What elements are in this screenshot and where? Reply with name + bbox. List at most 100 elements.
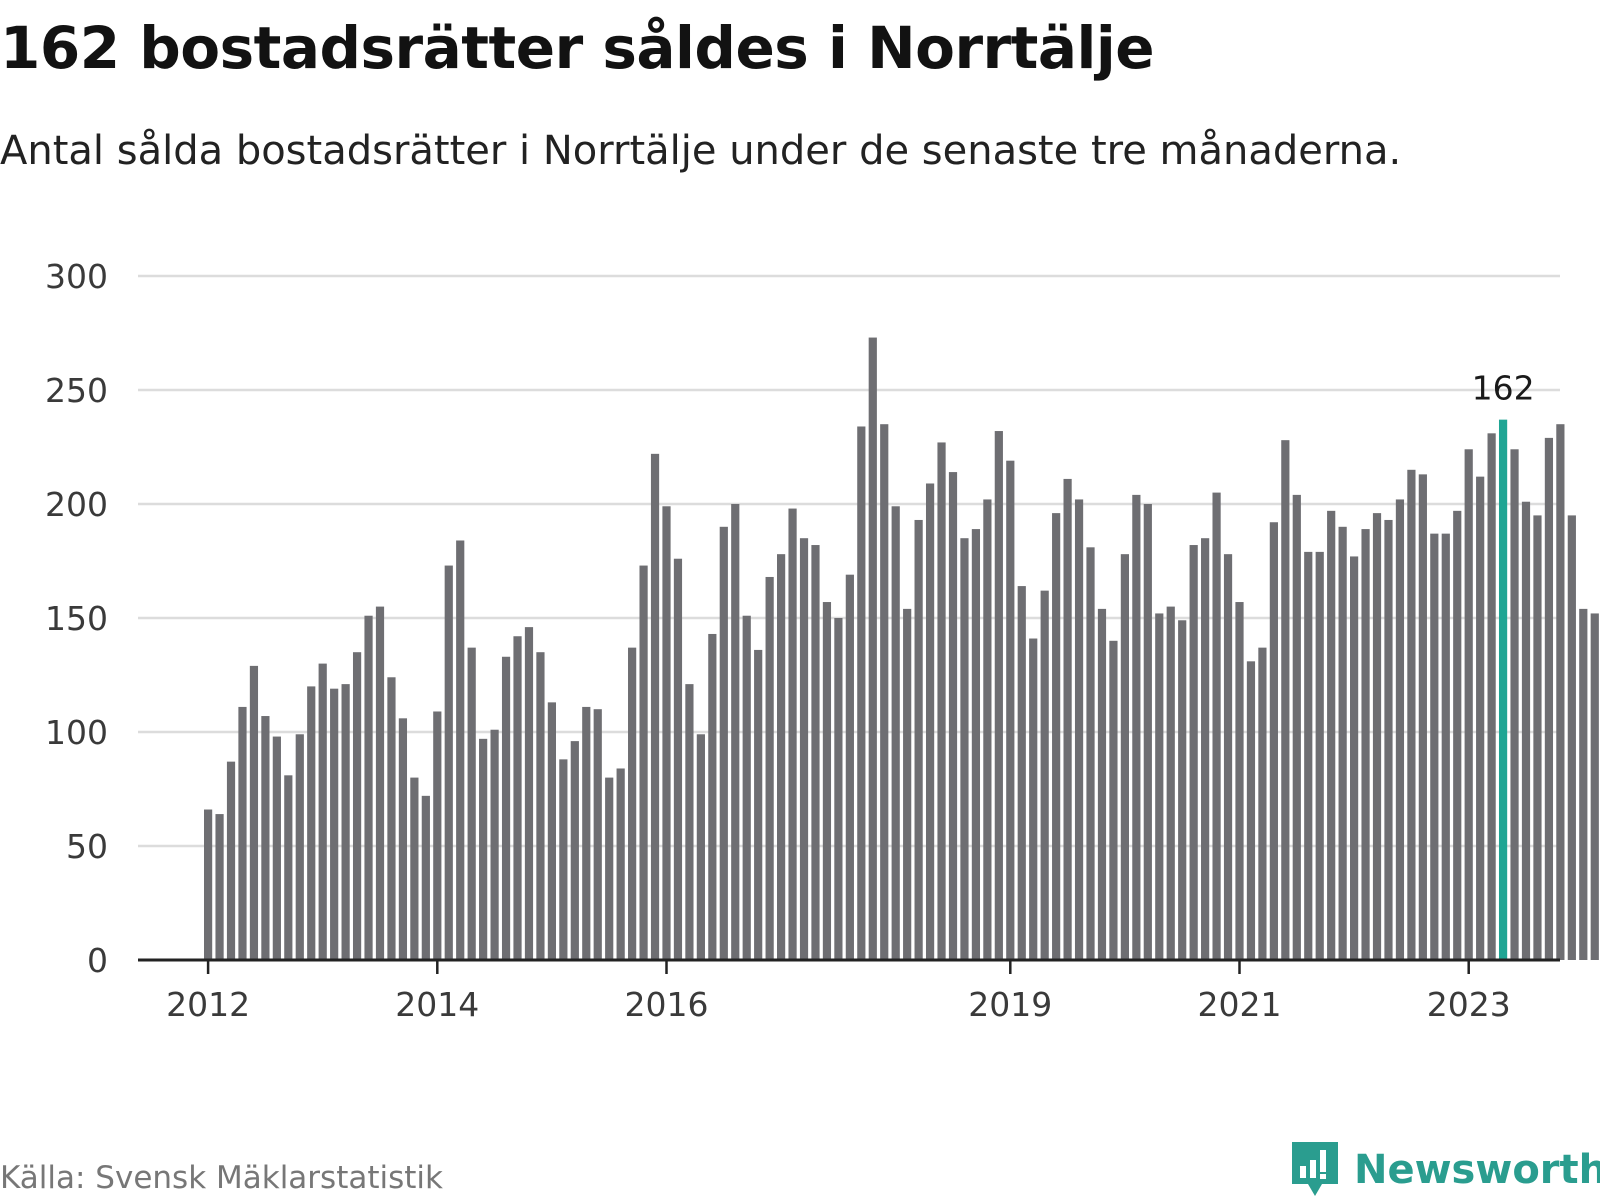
bar — [582, 706, 591, 960]
bar — [742, 615, 751, 960]
y-tick-label: 100 — [45, 713, 108, 752]
bar — [364, 615, 373, 960]
bar — [249, 665, 259, 960]
y-tick-label: 250 — [45, 371, 108, 410]
bar — [925, 483, 935, 960]
bar — [1086, 547, 1095, 960]
x-tick-label: 2023 — [1427, 985, 1511, 1024]
bar — [398, 718, 408, 960]
bar — [1040, 590, 1049, 960]
bar — [1223, 554, 1233, 960]
bar — [1281, 440, 1290, 960]
bar — [754, 649, 763, 960]
bar — [1464, 449, 1473, 960]
bar — [1579, 608, 1588, 960]
bar — [1017, 586, 1026, 960]
bar — [1338, 526, 1347, 960]
bar-chart: 0 50 100 150 200 250 300 2012 2014 2016 2019 2021 20… — [45, 257, 1599, 1024]
bar — [822, 602, 832, 960]
bar — [204, 809, 213, 960]
bar — [903, 608, 912, 960]
bar — [1132, 494, 1141, 960]
bar — [1143, 504, 1152, 960]
bar — [719, 526, 728, 960]
bar — [799, 538, 809, 960]
bar — [616, 768, 625, 960]
bar — [295, 734, 304, 960]
highlight-bar — [1498, 419, 1508, 960]
bar — [307, 686, 316, 960]
bar — [1315, 551, 1324, 960]
bar — [662, 506, 671, 960]
bar — [352, 652, 362, 960]
bar — [1120, 554, 1129, 960]
bar — [868, 337, 877, 960]
y-tick-label: 200 — [45, 485, 108, 524]
bar — [238, 706, 247, 960]
bar — [971, 529, 981, 960]
bar — [226, 761, 236, 960]
x-tick-label: 2016 — [625, 985, 709, 1024]
newsworthy-logo-icon — [1292, 1142, 1338, 1196]
bar — [261, 716, 270, 960]
bar — [1418, 474, 1427, 960]
bar — [421, 795, 430, 960]
bar — [731, 504, 740, 960]
y-tick-label: 50 — [66, 827, 108, 866]
brand: Newsworthy — [1290, 1140, 1600, 1200]
y-tick-label: 0 — [87, 941, 108, 980]
bar — [444, 565, 453, 960]
bar — [845, 574, 854, 960]
bar — [1201, 538, 1210, 960]
bar — [1533, 515, 1542, 960]
bar — [1109, 640, 1118, 960]
bar — [960, 538, 969, 960]
bar — [1384, 519, 1393, 960]
bar — [1246, 661, 1256, 960]
bar — [891, 506, 900, 960]
bar — [650, 453, 660, 960]
bar — [605, 777, 614, 960]
bar — [375, 606, 385, 960]
bar — [593, 709, 602, 960]
bar — [1155, 613, 1164, 960]
bar — [513, 636, 522, 960]
bar — [272, 736, 281, 960]
highlight-value-label: 162 — [1472, 369, 1535, 408]
bar — [788, 508, 797, 960]
source-text: Källa: Svensk Mäklarstatistik — [0, 1160, 443, 1196]
bar — [948, 472, 958, 960]
bar — [857, 426, 866, 961]
x-tick-label: 2014 — [395, 985, 479, 1024]
x-tick-label: 2012 — [166, 985, 250, 1024]
bar — [1510, 449, 1519, 960]
y-tick-label: 150 — [45, 599, 108, 638]
bar — [708, 633, 717, 960]
bar — [1235, 602, 1244, 960]
bar — [1487, 433, 1496, 960]
bar — [1292, 494, 1301, 960]
bar — [1304, 551, 1313, 960]
bar — [1590, 613, 1599, 960]
x-tick-label: 2019 — [968, 985, 1052, 1024]
bar — [387, 677, 396, 960]
bar — [1395, 499, 1405, 960]
bar — [433, 711, 442, 960]
bar — [1407, 469, 1416, 960]
bar — [834, 618, 843, 960]
bar — [284, 775, 293, 960]
bar — [765, 576, 774, 960]
bar — [318, 663, 327, 960]
bar — [536, 652, 545, 960]
bar — [559, 759, 568, 960]
bar — [1029, 638, 1038, 960]
bar — [1178, 620, 1187, 960]
bar — [479, 738, 488, 960]
bar — [639, 565, 648, 960]
bar — [1166, 606, 1175, 960]
bar — [1476, 476, 1485, 960]
bar — [1372, 513, 1382, 960]
bar — [570, 741, 579, 960]
bar — [1212, 492, 1221, 960]
bar — [777, 554, 786, 960]
